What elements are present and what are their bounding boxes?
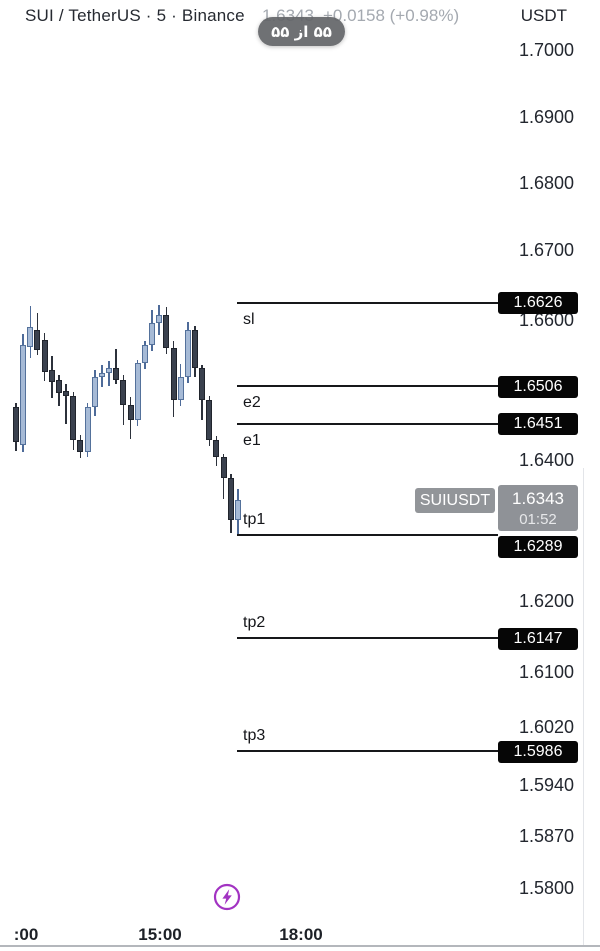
time-axis-label: 15:00 <box>138 925 182 944</box>
price-axis-label: 1.6200 <box>518 591 574 611</box>
header-change: +0.0158 (+0.98%) <box>323 6 460 25</box>
current-price-badge: 1.6343 01:52 <box>498 485 578 531</box>
level-line-sl[interactable] <box>237 302 498 304</box>
candle-wick <box>115 348 117 384</box>
candle-up-body <box>106 368 113 374</box>
bottom-divider <box>0 945 600 947</box>
price-level-badge-e1: 1.6451 <box>498 413 578 435</box>
candle-up-body <box>27 327 34 348</box>
price-axis-label: 1.7000 <box>518 40 574 60</box>
price-axis-label: 1.5800 <box>518 878 574 898</box>
price-level-badge-sl: 1.6626 <box>498 292 578 314</box>
level-line-tp1[interactable] <box>237 534 498 536</box>
bar-countdown: 01:52 <box>519 511 557 528</box>
candle-up-body <box>141 345 148 363</box>
price-level-badge-tp1: 1.6289 <box>498 536 578 558</box>
candle-wick <box>108 361 110 386</box>
current-price: 1.6343 <box>512 489 564 508</box>
candle-down-body <box>206 399 213 440</box>
lightning-bolt-icon <box>222 889 232 905</box>
time-axis-label: :00 <box>13 925 39 944</box>
candle-down-body <box>48 369 55 383</box>
bar-counter-badge: ۵۵ از ۵۵ <box>258 17 345 46</box>
quote-currency-label: USDT <box>520 6 567 25</box>
candle-down-body <box>170 348 177 400</box>
level-label-tp2: tp2 <box>243 614 266 631</box>
price-axis-label: 1.6400 <box>518 450 574 470</box>
level-line-tp3[interactable] <box>237 750 498 752</box>
candle-down-body <box>192 329 198 369</box>
level-label-e2: e2 <box>243 394 261 411</box>
candle-down-body <box>63 390 70 397</box>
price-axis-label: 1.5870 <box>518 826 574 846</box>
candle-down-body <box>120 380 127 405</box>
candle-down-body <box>199 368 206 400</box>
candle-down-body <box>13 406 19 443</box>
candle-down-body <box>127 404 134 421</box>
candle-up-body <box>234 499 241 521</box>
level-line-tp2[interactable] <box>237 637 498 639</box>
candle-up-body <box>156 315 163 323</box>
level-label-e1: e1 <box>243 432 261 449</box>
price-axis-label: 1.5940 <box>518 775 574 795</box>
candle-down-body <box>77 439 84 453</box>
symbol-title[interactable]: SUI / TetherUS · 5 · Binance <box>25 6 245 25</box>
candle-up-body <box>177 376 184 400</box>
price-axis-label: 1.6100 <box>518 662 574 682</box>
level-line-e2[interactable] <box>237 385 498 387</box>
price-axis-label: 1.6020 <box>518 717 574 737</box>
candle-up-body <box>20 345 27 446</box>
candle-up-body <box>84 406 91 453</box>
candle-down-body <box>220 457 227 479</box>
candle-up-body <box>98 373 105 377</box>
candle-down-body <box>163 315 170 348</box>
boost-button[interactable] <box>213 883 241 911</box>
level-label-tp3: tp3 <box>243 727 266 744</box>
current-symbol-badge: SUIUSDT <box>415 488 495 513</box>
price-level-badge-e2: 1.6506 <box>498 376 578 398</box>
level-line-e1[interactable] <box>237 423 498 425</box>
price-axis-label: 1.6700 <box>518 240 574 260</box>
price-axis-label: 1.6600 <box>518 310 574 330</box>
candle-up-body <box>134 362 141 421</box>
level-label-tp1: tp1 <box>243 511 266 528</box>
candle-down-body <box>213 439 220 458</box>
boost-circle-icon <box>213 883 241 911</box>
right-edge-divider <box>583 468 584 946</box>
level-label-sl: sl <box>243 311 255 328</box>
candle-down-body <box>70 396 77 440</box>
candle-down-body <box>55 380 62 393</box>
candle-up-body <box>91 376 98 407</box>
candle-wick <box>65 383 67 425</box>
price-axis-label: 1.6800 <box>518 173 574 193</box>
candle-down-body <box>113 368 120 381</box>
time-axis-label: 18:00 <box>279 925 323 944</box>
candle-down-body <box>227 478 234 521</box>
candle-up-body <box>149 322 156 346</box>
price-level-badge-tp2: 1.6147 <box>498 628 578 650</box>
price-level-badge-tp3: 1.5986 <box>498 741 578 763</box>
candle-down-body <box>34 329 41 351</box>
candle-down-body <box>41 340 48 372</box>
candle-up-body <box>184 329 191 377</box>
price-axis-label: 1.6900 <box>518 107 574 127</box>
